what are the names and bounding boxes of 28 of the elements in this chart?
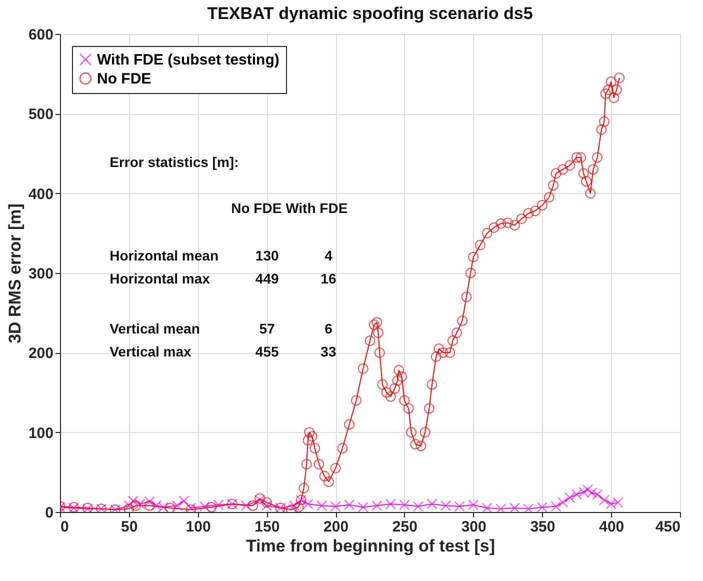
y-tick-label: 600 [28,26,54,44]
x-axis-title: Time from beginning of test [s] [246,536,496,556]
y-tick-label: 300 [28,266,54,282]
y-tick-label: 400 [28,186,54,203]
chart-title: TEXBAT dynamic spoofing scenario ds5 [207,4,533,23]
text: Horizontal max 449 16 [110,270,336,287]
annotation: Error statistics [m]: [110,154,239,170]
y-tick-label: 100 [28,424,54,442]
x-tick-label: 50 [121,518,138,536]
x-tick-label: 350 [530,518,556,536]
x-tick-label: 250 [392,518,418,536]
y-tick-label: 0 [45,504,54,522]
legend-label: No FDE [97,70,152,88]
y-axis-title: 3D RMS error [m] [5,204,24,344]
text: Horizontal mean 130 4 [110,248,332,264]
y-tick-label: 500 [28,106,54,124]
x-tick-label: 200 [324,518,349,536]
y-tick-label: 200 [28,345,54,362]
annotation: No FDE With FDE [231,200,348,216]
legend-label: With FDE (subset testing) [97,52,280,68]
x-tick-label: 0 [60,518,69,536]
text: Vertical mean 57 6 [110,320,332,336]
x-tick-label: 300 [461,518,486,536]
x-tick-label: 100 [186,518,211,536]
x-tick-label: 150 [254,518,280,536]
x-tick-label: 400 [599,518,624,536]
text: Vertical max 455 33 [110,343,336,360]
x-tick-label: 450 [655,518,680,536]
